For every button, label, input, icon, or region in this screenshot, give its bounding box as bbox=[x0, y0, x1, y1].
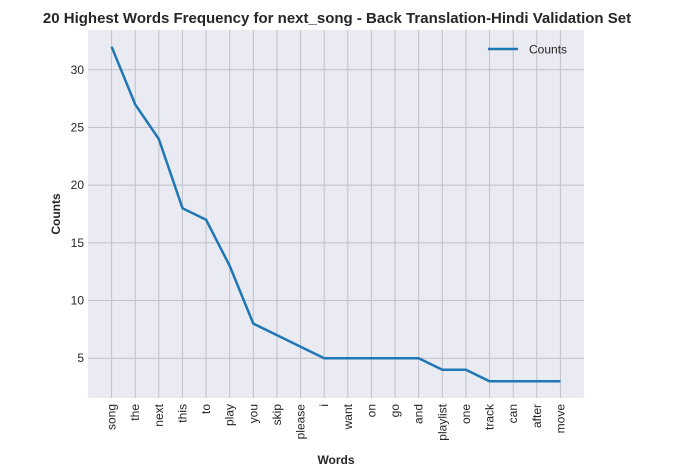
x-tick-label: you bbox=[246, 404, 260, 423]
x-tick-label: skip bbox=[270, 404, 284, 426]
legend-label: Counts bbox=[529, 43, 567, 57]
x-tick-label: on bbox=[364, 404, 378, 417]
y-tick-label: 25 bbox=[71, 120, 85, 134]
x-tick-label: after bbox=[530, 404, 544, 428]
y-tick-label: 10 bbox=[71, 294, 85, 308]
legend: Counts bbox=[488, 43, 567, 57]
x-tick-label: and bbox=[412, 404, 426, 424]
x-axis-label: Words bbox=[317, 453, 354, 467]
x-tick-label: want bbox=[341, 403, 355, 430]
x-tick-label: play bbox=[223, 404, 237, 426]
x-tick-label: can bbox=[506, 404, 520, 423]
x-tick-labels: song the next this to play you skip please i want o… bbox=[105, 403, 568, 441]
series-layer bbox=[110, 46, 561, 383]
y-tick-label: 5 bbox=[77, 351, 84, 365]
x-tick-label: song bbox=[105, 404, 119, 430]
y-tick-label: 20 bbox=[71, 178, 85, 192]
x-tick-label: next bbox=[152, 403, 166, 426]
x-tick-label: playlist bbox=[435, 403, 449, 440]
chart-title: 20 Highest Words Frequency for next_song… bbox=[43, 10, 631, 27]
x-tick-label: move bbox=[553, 404, 567, 434]
x-tick-label: one bbox=[459, 404, 473, 424]
x-tick-label: please bbox=[294, 404, 308, 440]
x-tick-label: this bbox=[175, 404, 189, 423]
x-tick-label: track bbox=[483, 403, 497, 430]
x-tick-label: to bbox=[199, 404, 213, 414]
x-tick-label: i bbox=[317, 404, 331, 407]
series-line-counts bbox=[110, 46, 561, 383]
plot-area bbox=[88, 30, 584, 398]
x-tick-label: go bbox=[388, 404, 402, 418]
y-tick-label: 15 bbox=[71, 236, 85, 250]
y-tick-labels: 5 10 15 20 25 30 bbox=[71, 63, 85, 365]
x-tick-label: the bbox=[128, 404, 142, 421]
grid-lines bbox=[88, 30, 584, 398]
y-axis-label: Counts bbox=[49, 193, 63, 235]
y-tick-label: 30 bbox=[71, 63, 85, 77]
